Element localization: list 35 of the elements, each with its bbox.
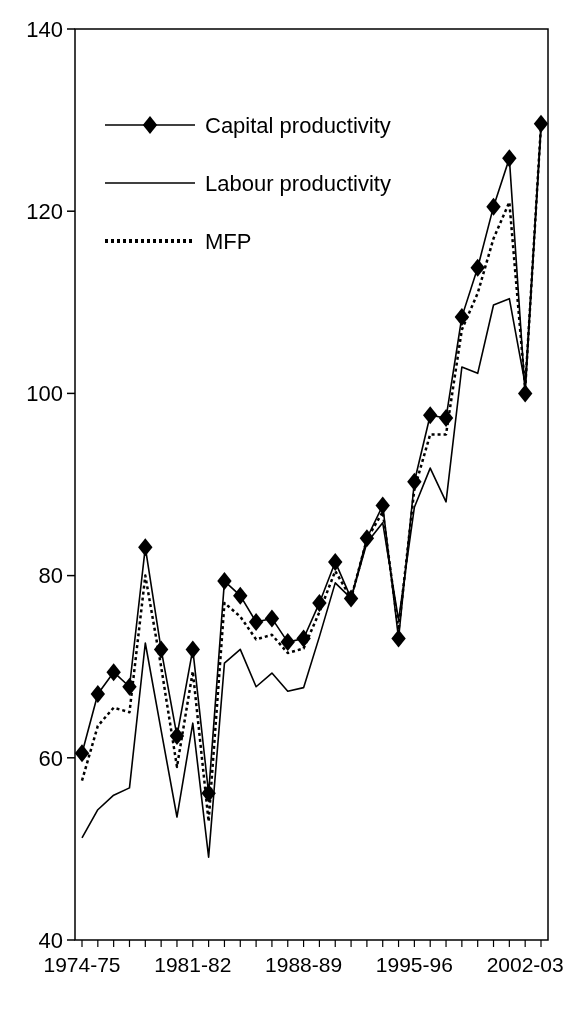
point — [328, 552, 343, 571]
legend-label: Capital productivity — [205, 112, 391, 138]
point — [391, 629, 406, 648]
legend-label: Labour productivity — [205, 170, 391, 196]
point — [423, 406, 438, 425]
point — [486, 197, 501, 216]
point — [74, 744, 90, 763]
y-tick-label: 80 — [38, 563, 63, 589]
point — [264, 609, 280, 628]
x-tick-label: 1988-89 — [265, 953, 343, 976]
point — [90, 685, 106, 704]
point — [217, 572, 232, 591]
point — [502, 149, 517, 168]
point — [138, 538, 153, 557]
point — [454, 307, 470, 326]
x-tick-label: 1981-82 — [154, 953, 232, 976]
point — [533, 114, 549, 133]
x-tick-label: 1995-96 — [375, 953, 453, 976]
y-tick-label: 60 — [38, 745, 63, 771]
y-tick-label: 140 — [26, 16, 63, 42]
point — [280, 633, 295, 652]
x-tick-label: 2002-03 — [486, 953, 564, 976]
point — [375, 496, 390, 515]
x-tick-label: 1974-75 — [43, 953, 121, 976]
point — [185, 640, 200, 659]
y-tick-label: 40 — [38, 927, 63, 953]
point — [233, 586, 248, 605]
point — [248, 613, 264, 632]
point — [122, 677, 137, 696]
y-tick-label: 120 — [26, 198, 63, 224]
point — [470, 258, 485, 277]
point — [517, 384, 533, 403]
y-tick-label: 100 — [26, 381, 63, 407]
point — [106, 663, 121, 682]
legend-label: MFP — [205, 228, 252, 254]
